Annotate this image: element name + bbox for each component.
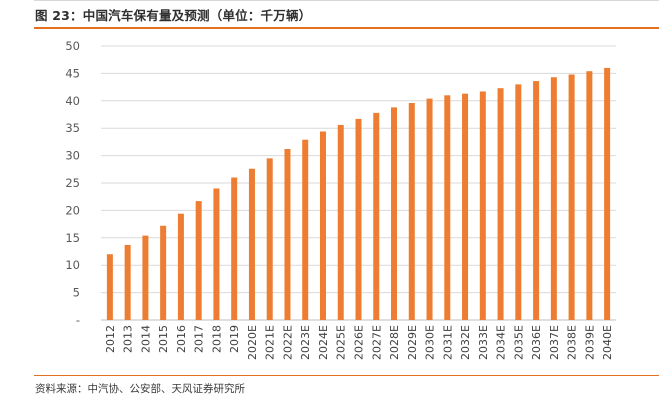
figure-title: 图 23：中国汽车保有量及预测（单位：千万辆） (35, 8, 312, 23)
y-tick-label: 10 (65, 258, 80, 272)
x-tick-label: 2012 (104, 325, 117, 353)
source-note: 资料来源：中汽协、公安部、天风证券研究所 (35, 383, 245, 395)
x-tick-label: 2023E (299, 325, 312, 360)
x-tick-label: 2040E (601, 325, 614, 360)
bar-2015 (160, 225, 167, 320)
x-tick-label: 2033E (477, 325, 490, 360)
x-tick-label: 2036E (530, 325, 543, 360)
x-tick-label: 2022E (281, 325, 294, 360)
x-tick-label: 2017 (193, 325, 206, 353)
x-tick-label: 2018 (210, 325, 223, 353)
x-tick-label: 2016 (175, 325, 188, 353)
x-tick-label: 2037E (548, 325, 561, 360)
x-tick-label: 2039E (583, 325, 596, 360)
x-tick-label: 2031E (441, 325, 454, 360)
x-tick-label: 2035E (512, 325, 525, 360)
bar-2020E (248, 168, 255, 320)
y-tick-label: 30 (65, 149, 80, 163)
x-tick-label: 2029E (406, 325, 419, 360)
x-tick-label: 2013 (122, 325, 135, 353)
title-rule (34, 27, 659, 29)
x-tick-label: 2038E (566, 325, 579, 360)
bottom-rule (34, 375, 659, 376)
bar-2021E (266, 158, 273, 320)
bar-2036E (533, 81, 540, 321)
x-tick-label: 2020E (246, 325, 259, 360)
y-tick-label: 15 (65, 231, 80, 245)
bars (106, 67, 611, 321)
bar-2034E (497, 88, 504, 320)
y-tick-label: 5 (73, 286, 80, 300)
bar-2024E (319, 131, 326, 320)
bar-2025E (337, 124, 344, 320)
bar-2035E (515, 84, 522, 320)
bar-2039E (586, 71, 593, 320)
bar-2028E (391, 107, 398, 320)
bar-2029E (408, 102, 415, 320)
bar-2038E (568, 74, 575, 320)
x-tick-label: 2026E (353, 325, 366, 360)
x-tick-label: 2028E (388, 325, 401, 360)
y-axis-ticks: - 5 10 15 20 25 30 35 40 45 50 (65, 39, 80, 327)
x-tick-label: 2024E (317, 325, 330, 360)
bar-2022E (284, 149, 291, 320)
bar-2018 (213, 188, 220, 320)
x-tick-label: 2034E (495, 325, 508, 360)
bar-2037E (550, 77, 557, 321)
bar-2012 (106, 254, 113, 320)
bar-2013 (124, 244, 131, 320)
bar-2040E (604, 67, 611, 320)
bar-2030E (426, 98, 433, 320)
bar-2027E (373, 112, 380, 320)
bar-2023E (302, 139, 309, 320)
x-tick-label: 2021E (264, 325, 277, 360)
bar-2019 (231, 177, 238, 320)
y-tick-label: 45 (65, 66, 80, 80)
x-tick-label: 2019 (228, 325, 241, 353)
x-tick-label: 2032E (459, 325, 472, 360)
top-rule (34, 0, 659, 1)
y-tick-label: - (76, 313, 80, 327)
bar-2031E (444, 95, 451, 320)
y-tick-label: 25 (65, 176, 80, 190)
bar-2014 (142, 235, 149, 320)
bar-2017 (195, 201, 202, 320)
x-tick-label: 2014 (139, 325, 152, 353)
bar-2032E (462, 93, 469, 321)
y-tick-label: 20 (65, 203, 80, 217)
bar-2033E (479, 91, 486, 320)
x-tick-label: 2030E (424, 325, 437, 360)
x-tick-label: 2025E (335, 325, 348, 360)
x-tick-label: 2027E (370, 325, 383, 360)
x-tick-label: 2015 (157, 325, 170, 353)
y-tick-label: 40 (65, 94, 80, 108)
bar-2026E (355, 118, 362, 320)
y-tick-label: 35 (65, 121, 80, 135)
y-tick-label: 50 (65, 39, 80, 53)
bar-2016 (177, 213, 184, 320)
x-axis-ticks: 2012 2013 2014 2015 2016 2017 2018 2019 2020E 202… (104, 325, 614, 360)
